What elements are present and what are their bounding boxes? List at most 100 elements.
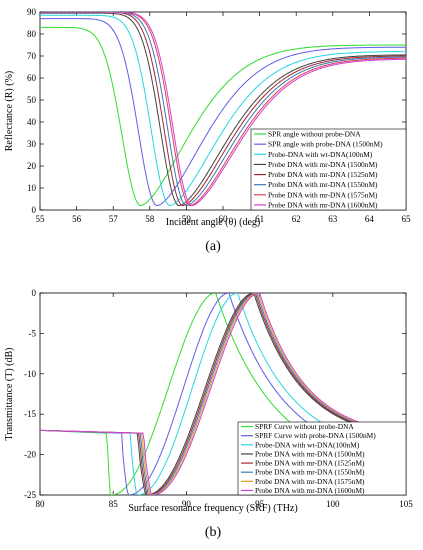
series-point (145, 29, 147, 31)
series-point (219, 349, 221, 351)
legend-entry-8: Probe DNA with mr-DNA (1600nM) (255, 486, 365, 495)
series-point (239, 310, 241, 312)
series-point (46, 429, 48, 432)
series-point (185, 190, 187, 192)
series-point (122, 489, 124, 491)
series-point (185, 450, 187, 452)
series-point (345, 416, 347, 418)
series-point (376, 44, 379, 46)
series-point (340, 61, 342, 63)
series-point (307, 70, 309, 72)
series-point (238, 139, 240, 141)
series-point (307, 72, 309, 74)
series-point (328, 406, 331, 408)
series-point (205, 344, 207, 346)
series-point (328, 45, 330, 47)
series-point (249, 345, 251, 348)
series-point (165, 85, 167, 87)
series-point (295, 376, 297, 378)
series-point (63, 12, 65, 14)
series-point (215, 359, 217, 361)
series-point (275, 345, 277, 347)
series-point (303, 47, 305, 49)
series-point (232, 293, 234, 295)
y-axis-label: Reflectance (R) (%) (4, 71, 15, 152)
series-point (128, 13, 131, 15)
series-point (336, 57, 338, 59)
series-point (242, 330, 244, 333)
series-point (252, 333, 254, 335)
series-point (332, 411, 334, 413)
series-point (234, 145, 236, 147)
series-point (360, 44, 362, 46)
series-point (405, 44, 406, 46)
series-point (165, 95, 167, 98)
series-point (335, 415, 337, 417)
series-point (219, 297, 221, 299)
series-point (142, 493, 144, 495)
series-point (372, 44, 375, 46)
series-point (279, 59, 281, 61)
series-point (192, 384, 194, 386)
legend-entry-1: SPRF Curve without probe-DNA (255, 422, 354, 431)
series-point (218, 166, 220, 168)
series-point (198, 186, 200, 188)
series-point (269, 381, 271, 383)
series-point (322, 406, 324, 408)
series-point (214, 172, 216, 174)
series-point (335, 413, 337, 415)
series-point (308, 395, 311, 397)
series-point (139, 489, 141, 491)
series-point (311, 70, 314, 72)
series-point (214, 120, 216, 122)
series-point (344, 61, 346, 63)
series-point (179, 399, 181, 401)
series-point (356, 58, 358, 60)
series-point (120, 12, 122, 13)
series-point (218, 114, 220, 116)
series-point (249, 297, 251, 300)
y-tick-label: 50 (27, 95, 37, 105)
series-point (193, 203, 196, 205)
series-point (82, 430, 84, 433)
series-point (376, 55, 379, 58)
legend-entry-5: Probe DNA with mr-DNA (1525nM) (255, 459, 365, 468)
series-point (360, 58, 362, 60)
series-point (149, 30, 151, 32)
series-point (72, 430, 74, 432)
series-point (364, 59, 366, 61)
series-point (338, 416, 341, 419)
x-tick-label: 59 (182, 214, 192, 224)
legend-box (250, 128, 407, 211)
series-point (307, 68, 309, 70)
series-point (291, 79, 293, 81)
series-point (234, 112, 236, 114)
series-point (295, 77, 297, 79)
series-point (165, 201, 167, 203)
series-point (292, 376, 294, 378)
series-point (332, 53, 334, 55)
series-point (112, 12, 114, 13)
series-point (239, 352, 241, 354)
series-point (352, 61, 354, 63)
series-point (336, 60, 338, 62)
series-point (202, 140, 204, 142)
series-point (109, 431, 111, 433)
series-point (161, 64, 163, 67)
series-point (259, 305, 261, 307)
series-point (340, 45, 342, 47)
series-point (332, 413, 334, 415)
series-point (47, 14, 49, 16)
series-point (189, 434, 191, 437)
series-point (181, 195, 183, 197)
series-point (305, 390, 307, 392)
series-point (141, 38, 143, 40)
series-point (202, 397, 204, 399)
series-point (195, 412, 197, 414)
series-point (285, 390, 287, 392)
series-point (289, 394, 291, 396)
y-tick-label: 30 (27, 139, 37, 149)
series-point (352, 57, 354, 59)
series-point (209, 391, 211, 393)
series-point (219, 357, 221, 360)
